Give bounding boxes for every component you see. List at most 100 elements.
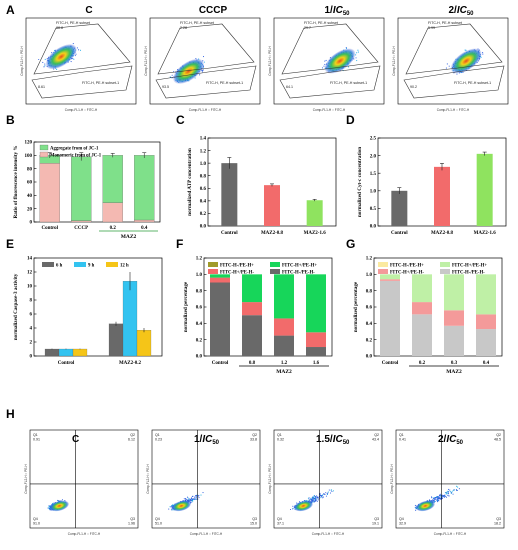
flow-event [47, 507, 50, 509]
flow-event [79, 49, 82, 51]
bar-segment [306, 332, 326, 348]
quadrant-value: 48.5 [494, 438, 501, 442]
flow-event [330, 489, 333, 491]
flow-plot-frame [149, 17, 261, 105]
flow-event [432, 499, 434, 501]
bar [391, 190, 408, 226]
quadrant-name: Q2 [252, 433, 257, 437]
flow-plot-frame [151, 429, 261, 529]
bar-segment [412, 274, 432, 303]
bar-segment [380, 279, 400, 281]
quadrant-value: 19.1 [372, 522, 379, 526]
y-axis-label: normalized Cyt-c concentration [357, 147, 363, 217]
gate-upper [157, 23, 255, 75]
y-tick-label: 12 [27, 271, 33, 276]
gate-lower [155, 65, 257, 99]
flow-event [317, 497, 319, 499]
flow-event [415, 509, 417, 511]
quadrant-value: 32.9 [399, 522, 406, 526]
flow-event [203, 61, 205, 63]
flow-event [313, 501, 315, 503]
flow-event [70, 61, 72, 63]
flow-event [187, 497, 189, 499]
y-tick-label: 2.5 [370, 137, 377, 142]
flow-event [312, 498, 314, 500]
flow-event [313, 500, 315, 502]
flow-event [320, 495, 322, 497]
flow-x-label: Comp-FL1-H :: FITC-H [437, 108, 470, 112]
flow-event [434, 497, 436, 499]
panel-label-c: C [176, 113, 185, 127]
bar-segment [274, 335, 294, 356]
legend-swatch [74, 262, 86, 267]
flow-event [482, 53, 484, 55]
y-tick-label: 0.0 [200, 225, 207, 230]
flow-event [456, 73, 458, 75]
flow-event [56, 68, 58, 70]
gate-upper [33, 23, 131, 75]
flow-event [186, 498, 188, 500]
flow-event [192, 495, 194, 497]
flow-y-label: Comp-FL2-H :: PE-H [268, 464, 272, 494]
flow-x-label: Comp-FL1-H :: FITC-H [313, 108, 346, 112]
legend-swatch [440, 269, 450, 274]
gate-upper-label: FITC-H, PE-H subset [180, 21, 214, 25]
flow-event [355, 57, 357, 59]
legend-swatch [42, 262, 54, 267]
x-tick-label: Control [212, 361, 229, 366]
flow-event [447, 488, 450, 490]
y-tick-label: 6 [30, 313, 33, 318]
flow-event [331, 490, 333, 492]
x-tick-label: Control [41, 226, 58, 231]
x-tick-label: 0.4 [141, 226, 148, 231]
flow-event [168, 508, 170, 510]
flow-event [432, 498, 435, 500]
legend-label: FITC-H+/PE-H- [220, 271, 254, 276]
chart-b: 0 20 40 60 80 100 120 Ratio of fluorescence int… [13, 141, 161, 240]
legend-swatch [106, 262, 118, 267]
flow-event [321, 496, 323, 498]
legend-swatch [378, 269, 388, 274]
bar [221, 163, 238, 226]
x-tick-label: MAZ2-0.2 [119, 361, 142, 366]
flow-event [436, 498, 438, 500]
legend-swatch [208, 262, 218, 267]
flow-event [445, 491, 447, 494]
flow-plot-frame [25, 17, 137, 105]
bar [44, 348, 60, 357]
flow-event [171, 74, 173, 76]
flow-event [42, 61, 44, 64]
flow-event [482, 51, 484, 54]
bar-segment [274, 318, 294, 336]
flow-event [289, 508, 292, 511]
flow-event [324, 60, 326, 62]
flow-event [441, 494, 443, 496]
bar [72, 348, 88, 357]
x-tick-label: 0.3 [451, 361, 458, 366]
y-tick-label: 4 [30, 327, 33, 332]
flow-event [324, 63, 326, 65]
flow-y-label: Comp-FL2-H :: PE-H [390, 464, 394, 494]
y-tick-label: 0.6 [196, 306, 203, 311]
density-core [172, 58, 205, 85]
flow-event [169, 506, 171, 508]
bar-segment [210, 277, 230, 283]
y-tick-label: 0.2 [200, 212, 207, 217]
quadrant-name: Q3 [130, 517, 135, 521]
bar-segment [380, 280, 400, 356]
density-core [450, 48, 482, 74]
flow-event [321, 67, 324, 69]
y-tick-label: 0.2 [196, 338, 203, 343]
y-tick-label: 1.2 [196, 257, 203, 262]
bar [58, 348, 74, 357]
legend-label: FITC-H+/PE-H+ [282, 264, 317, 269]
flow-event [442, 496, 444, 498]
y-tick-label: 0.4 [366, 322, 373, 327]
y-tick-label: 2.0 [370, 154, 377, 159]
flow-event [183, 498, 185, 500]
y-tick-label: 60 [27, 181, 33, 186]
flow-event [74, 55, 76, 57]
